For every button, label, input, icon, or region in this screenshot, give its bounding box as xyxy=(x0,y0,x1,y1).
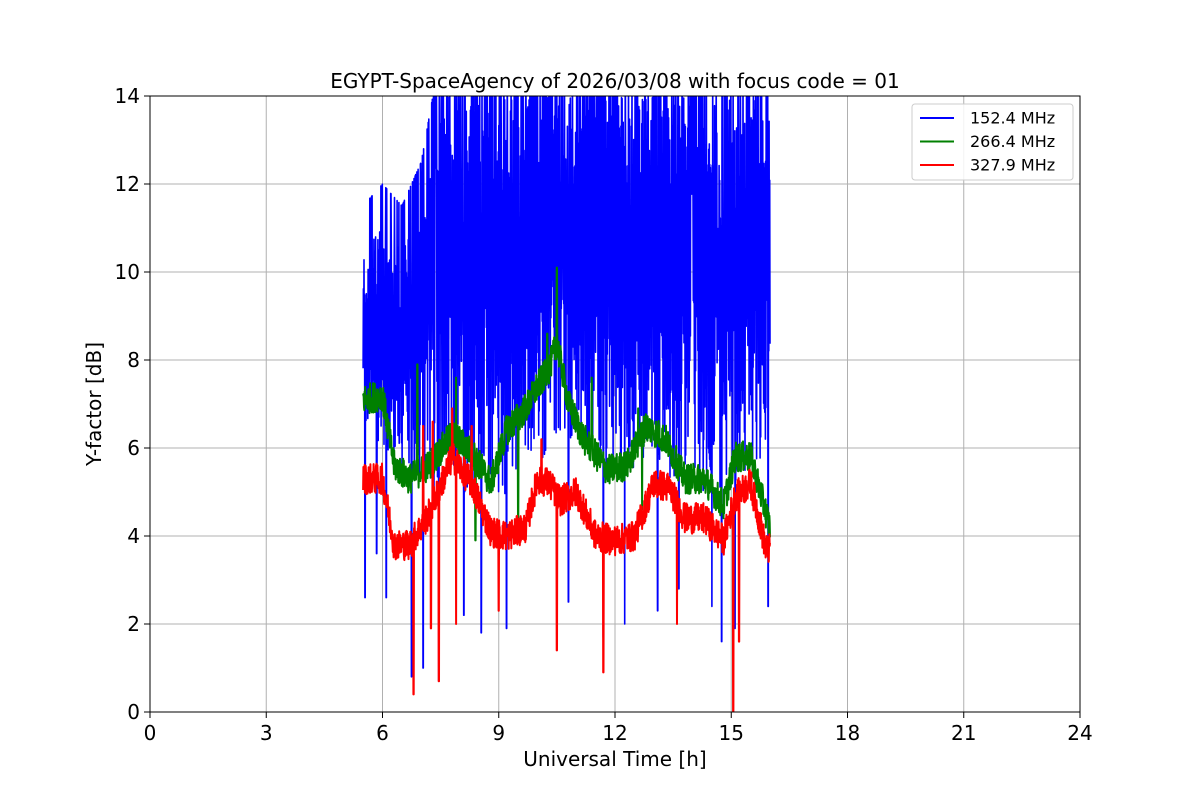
x-tick-label: 21 xyxy=(951,721,976,745)
x-tick-label: 6 xyxy=(376,721,389,745)
x-tick-label: 18 xyxy=(835,721,860,745)
y-tick-label: 10 xyxy=(115,260,140,284)
x-tick-label: 0 xyxy=(144,721,157,745)
x-tick-label: 15 xyxy=(719,721,744,745)
y-tick-label: 8 xyxy=(127,348,140,372)
legend-label: 266.4 MHz xyxy=(970,132,1055,151)
series-layer xyxy=(362,96,771,712)
y-tick-label: 4 xyxy=(127,524,140,548)
y-tick-label: 14 xyxy=(115,84,140,108)
y-axis-label: Y-factor [dB] xyxy=(82,342,106,467)
y-tick-label: 6 xyxy=(127,436,140,460)
legend-box xyxy=(911,103,1074,181)
legend: 152.4 MHz 266.4 MHz 327.9 MHz xyxy=(911,103,1074,181)
series-line-327-9-mhz xyxy=(362,407,771,712)
x-tick-label: 12 xyxy=(602,721,627,745)
chart-title: EGYPT-SpaceAgency of 2026/03/08 with foc… xyxy=(330,69,899,93)
x-axis-label: Universal Time [h] xyxy=(523,747,706,771)
series-line-266-4-mhz xyxy=(362,266,771,542)
legend-label: 152.4 MHz xyxy=(970,109,1055,128)
x-tick-label: 24 xyxy=(1067,721,1092,745)
legend-label: 327.9 MHz xyxy=(970,156,1055,175)
series-line-152-4-mhz xyxy=(362,96,771,682)
x-tick-label: 9 xyxy=(492,721,505,745)
y-tick-label: 0 xyxy=(127,700,140,724)
y-tick-label: 12 xyxy=(115,172,140,196)
x-tick-label: 3 xyxy=(260,721,273,745)
y-tick-label: 2 xyxy=(127,612,140,636)
